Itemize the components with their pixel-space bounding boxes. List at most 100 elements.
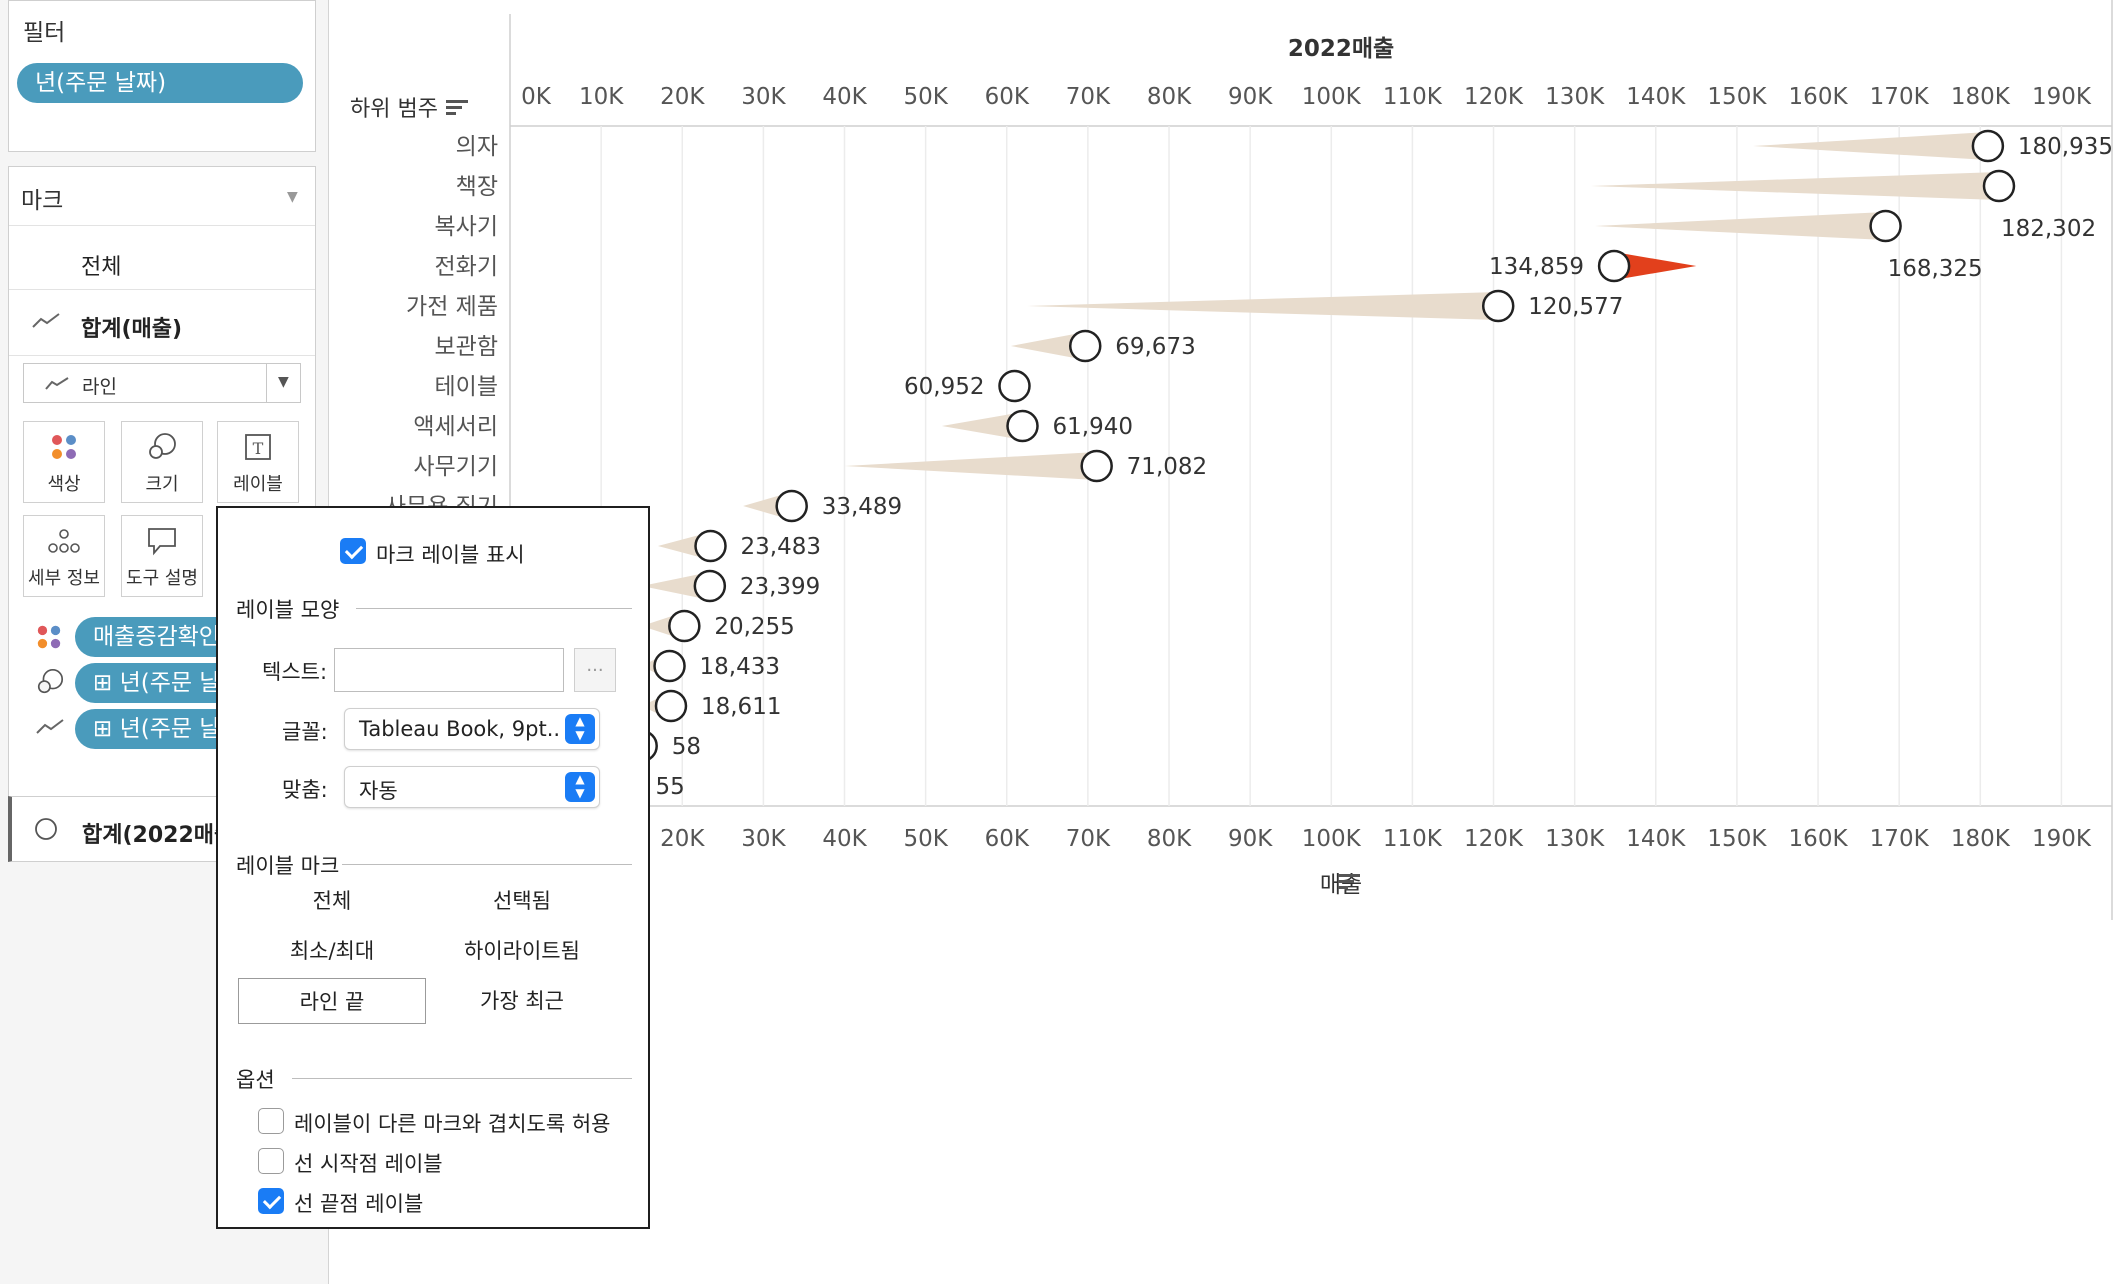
size-icon: [149, 433, 176, 459]
show-labels-checkbox[interactable]: [340, 538, 366, 564]
label-marks-option[interactable]: 라인 끝: [238, 978, 426, 1024]
size-button-label: 크기: [145, 474, 179, 495]
row-label: 테이블: [435, 374, 498, 400]
filter-pill-order-year[interactable]: 년(주문 날짜): [17, 63, 303, 103]
font-select-value: Tableau Book, 9pt..: [359, 717, 561, 741]
x-tick-label-bottom: 90K: [1228, 826, 1273, 852]
x-tick-label-bottom: 110K: [1383, 826, 1443, 852]
label-button-label: 레이블: [233, 474, 283, 495]
overlap-checkbox[interactable]: [258, 1108, 284, 1134]
sort-icon: [1338, 874, 1360, 889]
x-tick-label-top: 50K: [903, 84, 948, 110]
end-marker: [1597, 249, 1631, 283]
end-marker: [1971, 129, 2005, 163]
row-label: 액세서리: [413, 414, 498, 440]
label-marks-option[interactable]: 가장 최근: [480, 989, 564, 1013]
series-layer: [609, 129, 2016, 803]
row-label: 복사기: [435, 214, 498, 240]
x-tick-label-bottom: 190K: [2032, 826, 2092, 852]
sort-icon-bar: [1338, 880, 1354, 883]
end-marker: [775, 489, 808, 523]
x-tick-label-top: 10K: [579, 84, 624, 110]
label-marks-option[interactable]: 하이라이트됨: [464, 939, 580, 963]
end-marker: [998, 369, 1031, 403]
x-tick-label-bottom: 70K: [1066, 826, 1111, 852]
x-tick-label-top: 180K: [1951, 84, 2011, 110]
end-marker: [694, 529, 727, 563]
row-label: 의자: [456, 134, 498, 160]
select-divider: [266, 364, 267, 402]
end-marker: [654, 689, 688, 723]
text-field[interactable]: [334, 648, 564, 692]
data-label: 23,483: [741, 534, 821, 560]
label-marks-option[interactable]: 최소/최대: [289, 939, 375, 963]
data-label: 18,433: [700, 654, 780, 680]
data-label: 60,952: [904, 374, 984, 400]
marks-collapse-icon[interactable]: ▼: [287, 189, 298, 205]
data-label: 134,859: [1489, 254, 1584, 280]
end-marker: [653, 649, 686, 683]
line-end-checkbox[interactable]: [258, 1188, 284, 1214]
filters-card: 필터 년(주문 날짜): [8, 0, 316, 152]
divider: [292, 1078, 632, 1079]
updown-stepper-icon: ▲ ▼: [565, 714, 595, 744]
x-tick-label-top: 80K: [1147, 84, 1192, 110]
row-label: 가전 제품: [406, 294, 498, 320]
x-tick-label-bottom: 50K: [903, 826, 948, 852]
sort-icon-bar: [1338, 874, 1360, 877]
row-label: 보관함: [435, 334, 498, 360]
series-taper: [1590, 172, 1999, 200]
size-button[interactable]: 크기: [121, 421, 203, 503]
end-marker: [668, 609, 701, 643]
data-label: 180,935: [2018, 134, 2113, 160]
detail-button[interactable]: 세부 정보: [23, 515, 105, 597]
chart-title: 2022매출: [1288, 36, 1394, 62]
color-button[interactable]: 색상: [23, 421, 105, 503]
text-more-button[interactable]: ...: [574, 648, 616, 692]
mark-type-select[interactable]: 라인 ▼: [23, 363, 301, 403]
detail-icon: [48, 529, 80, 553]
mark-type-value: 라인: [82, 376, 117, 398]
font-select[interactable]: Tableau Book, 9pt.. ▲ ▼: [344, 708, 600, 750]
series-taper: [1027, 292, 1499, 320]
tooltip-icon: [148, 528, 176, 556]
series-taper: [641, 572, 710, 600]
data-label: 120,577: [1528, 294, 1623, 320]
label-marks-option[interactable]: 전체: [312, 889, 352, 913]
end-marker: [1869, 209, 1902, 243]
sort-icon-bar: [446, 112, 456, 115]
line-mark-icon: [32, 313, 60, 328]
x-tick-label-bottom: 120K: [1464, 826, 1524, 852]
x-tick-label-top: 70K: [1066, 84, 1111, 110]
end-marker: [1068, 329, 1102, 363]
marks-measure-tab[interactable]: 합계(매출): [81, 317, 183, 342]
tooltip-button[interactable]: 도구 설명: [121, 515, 203, 597]
x-tick-label-top: 110K: [1383, 84, 1443, 110]
label-marks-option[interactable]: 선택됨: [493, 889, 551, 913]
data-label: 23,399: [740, 574, 820, 600]
x-tick-label-top: 170K: [1870, 84, 1930, 110]
x-tick-label-top: 0K: [521, 84, 552, 110]
color-icon: [52, 435, 76, 459]
align-select[interactable]: 자동 ▲ ▼: [344, 766, 600, 808]
series-taper: [1594, 212, 1886, 240]
row-label: 사무기기: [413, 454, 498, 480]
marks-title: 마크: [21, 188, 64, 214]
marks-all-tab[interactable]: 전체: [81, 255, 122, 280]
x-tick-label-bottom: 160K: [1789, 826, 1849, 852]
line-start-checkbox[interactable]: [258, 1148, 284, 1174]
line-start-text: 선 시작점 레이블: [294, 1152, 443, 1176]
data-label: 33,489: [822, 494, 902, 520]
align-label: 맞춤:: [282, 778, 328, 802]
data-label: 71,082: [1127, 454, 1207, 480]
label-button[interactable]: T 레이블: [217, 421, 299, 503]
divider: [356, 608, 632, 609]
size-field-icon: [37, 668, 64, 694]
row-label: 전화기: [435, 254, 498, 280]
svg-text:T: T: [253, 439, 264, 458]
x-tick-label-top: 130K: [1545, 84, 1605, 110]
filters-title: 필터: [23, 20, 66, 46]
align-select-value: 자동: [359, 779, 398, 803]
x-tick-label-top: 100K: [1302, 84, 1362, 110]
